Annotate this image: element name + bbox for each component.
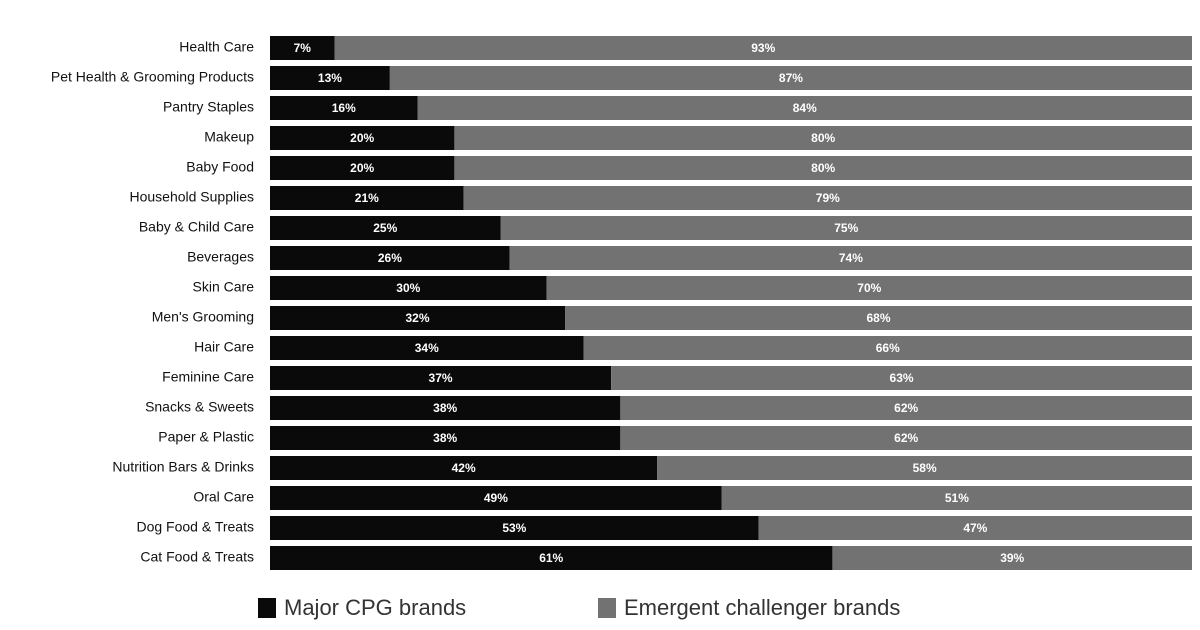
value-label: 25% <box>373 221 397 235</box>
bar-segment <box>620 426 1192 450</box>
legend-swatch <box>258 598 276 618</box>
value-label: 70% <box>857 281 881 295</box>
legend-label: Emergent challenger brands <box>624 595 900 620</box>
category-label: Dog Food & Treats <box>136 519 254 535</box>
bar-segment <box>270 216 501 240</box>
value-label: 93% <box>751 41 775 55</box>
category-label: Baby & Child Care <box>139 219 254 235</box>
value-label: 51% <box>945 491 969 505</box>
value-label: 21% <box>355 191 379 205</box>
bar-segment <box>270 126 455 150</box>
bar-segment <box>657 456 1192 480</box>
bar-segment <box>270 516 759 540</box>
category-label: Baby Food <box>186 159 254 175</box>
bar-segment <box>334 36 1192 60</box>
category-label: Pantry Staples <box>163 99 254 115</box>
value-label: 75% <box>834 221 858 235</box>
category-label: Cat Food & Treats <box>140 549 254 565</box>
bar-segment <box>389 66 1192 90</box>
value-label: 42% <box>452 461 476 475</box>
bar-segment <box>417 96 1192 120</box>
bar-segment <box>758 516 1192 540</box>
bar-segment <box>454 126 1192 150</box>
bar-segment <box>270 396 621 420</box>
category-label: Feminine Care <box>162 369 254 385</box>
value-label: 16% <box>332 101 356 115</box>
bar-segment <box>270 426 621 450</box>
value-label: 61% <box>539 551 563 565</box>
value-label: 13% <box>318 71 342 85</box>
category-label: Nutrition Bars & Drinks <box>112 459 254 475</box>
bar-segment <box>270 366 612 390</box>
bar-segment <box>270 186 464 210</box>
bar-segment <box>270 306 566 330</box>
bar-segment <box>546 276 1192 300</box>
bar-segment <box>270 156 455 180</box>
bar-segment <box>509 246 1193 270</box>
category-label: Snacks & Sweets <box>145 399 254 415</box>
bar-segment <box>500 216 1192 240</box>
bar-segment <box>270 336 584 360</box>
value-label: 7% <box>294 41 312 55</box>
value-label: 66% <box>876 341 900 355</box>
bar-segment <box>270 456 658 480</box>
value-label: 47% <box>963 521 987 535</box>
value-label: 26% <box>378 251 402 265</box>
category-label: Makeup <box>204 129 254 145</box>
bar-segment <box>583 336 1192 360</box>
category-label: Skin Care <box>193 279 255 295</box>
bar-segment <box>463 186 1192 210</box>
value-label: 68% <box>867 311 891 325</box>
bar-segment <box>454 156 1192 180</box>
value-label: 38% <box>433 431 457 445</box>
value-label: 58% <box>913 461 937 475</box>
legend-label: Major CPG brands <box>284 595 466 620</box>
value-label: 30% <box>396 281 420 295</box>
bar-segment <box>721 486 1192 510</box>
bar-segment <box>270 96 418 120</box>
value-label: 49% <box>484 491 508 505</box>
bar-segment <box>270 246 510 270</box>
value-label: 38% <box>433 401 457 415</box>
category-label: Men's Grooming <box>152 309 254 325</box>
value-label: 20% <box>350 131 374 145</box>
value-label: 79% <box>816 191 840 205</box>
value-label: 37% <box>429 371 453 385</box>
value-label: 20% <box>350 161 374 175</box>
bar-segment <box>611 366 1192 390</box>
bar-segment <box>270 276 547 300</box>
category-label: Oral Care <box>193 489 254 505</box>
category-label: Health Care <box>179 39 254 55</box>
value-label: 63% <box>890 371 914 385</box>
category-label: Pet Health & Grooming Products <box>51 69 254 85</box>
value-label: 62% <box>894 401 918 415</box>
value-label: 39% <box>1000 551 1024 565</box>
bar-segment <box>620 396 1192 420</box>
category-label: Beverages <box>187 249 254 265</box>
category-label: Paper & Plastic <box>158 429 254 445</box>
bar-segment <box>270 66 390 90</box>
value-label: 53% <box>502 521 526 535</box>
value-label: 34% <box>415 341 439 355</box>
legend-swatch <box>598 598 616 618</box>
value-label: 87% <box>779 71 803 85</box>
value-label: 74% <box>839 251 863 265</box>
value-label: 80% <box>811 161 835 175</box>
bar-segment <box>565 306 1192 330</box>
bar-segment <box>270 36 335 60</box>
value-label: 62% <box>894 431 918 445</box>
value-label: 84% <box>793 101 817 115</box>
category-label: Household Supplies <box>129 189 254 205</box>
value-label: 80% <box>811 131 835 145</box>
value-label: 32% <box>406 311 430 325</box>
bar-segment <box>270 546 833 570</box>
category-label: Hair Care <box>194 339 254 355</box>
bar-segment <box>832 546 1192 570</box>
bar-segment <box>270 486 722 510</box>
